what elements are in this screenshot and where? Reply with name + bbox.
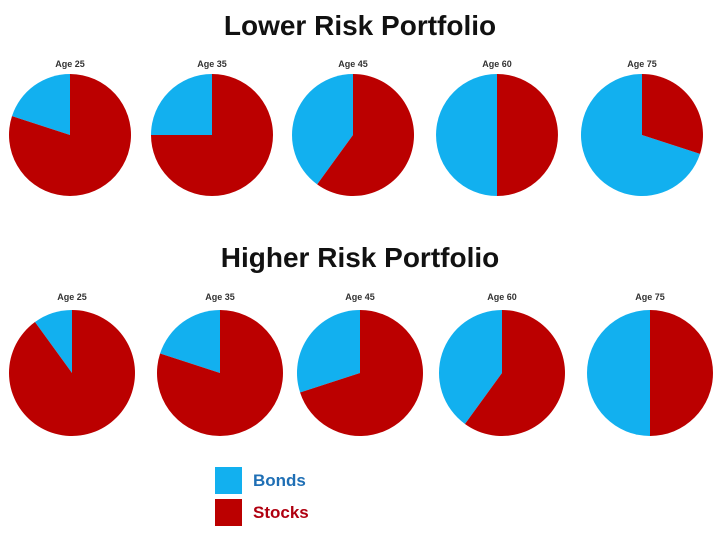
higher-risk-pie-1 bbox=[8, 310, 135, 436]
higher-risk-pie-4-stocks-slice bbox=[464, 310, 565, 436]
lower-risk-pie-1 bbox=[9, 73, 132, 196]
legend-label-stocks: Stocks bbox=[253, 503, 309, 522]
lower-risk-pie-5 bbox=[580, 74, 703, 197]
higher-risk-title: Higher Risk Portfolio bbox=[220, 242, 500, 273]
higher-risk-pie-2-label: Age 35 bbox=[205, 292, 235, 302]
higher-risk-pie-5-label: Age 75 bbox=[635, 292, 665, 302]
lower-risk-pie-1-stocks-slice bbox=[9, 73, 132, 196]
lower-risk-pie-4-stocks-slice bbox=[497, 74, 558, 196]
lower-risk-pie-3-label: Age 45 bbox=[338, 59, 368, 69]
higher-risk-pie-4-bonds-slice bbox=[438, 310, 502, 424]
higher-risk-pie-5-stocks-slice bbox=[650, 310, 713, 436]
lower-risk-pie-2-label: Age 35 bbox=[197, 59, 227, 69]
higher-risk-pie-1-bonds-slice bbox=[34, 310, 72, 373]
higher-risk-pie-2-bonds-slice bbox=[160, 309, 220, 373]
legend-swatch-bonds bbox=[215, 467, 242, 494]
higher-risk-pie-5-bonds-slice bbox=[587, 310, 650, 436]
higher-risk-pie-2 bbox=[156, 309, 283, 436]
lower-risk-pie-3-stocks-slice bbox=[317, 74, 415, 197]
lower-risk-pie-5-label: Age 75 bbox=[627, 59, 657, 69]
lower-risk-pie-3-bonds-slice bbox=[292, 74, 353, 185]
lower-risk-pie-1-label: Age 25 bbox=[55, 59, 85, 69]
lower-risk-pie-4-label: Age 60 bbox=[482, 59, 512, 69]
higher-risk-pie-4 bbox=[438, 310, 565, 436]
legend-label-bonds: Bonds bbox=[253, 471, 306, 490]
lower-risk-pie-5-bonds-slice bbox=[580, 74, 701, 197]
higher-risk-pie-3-stocks-slice bbox=[300, 310, 423, 437]
legend-swatch-stocks bbox=[215, 499, 242, 526]
lower-risk-pie-4 bbox=[436, 74, 558, 196]
higher-risk-pie-5 bbox=[587, 310, 713, 436]
higher-risk-pie-3 bbox=[296, 310, 423, 437]
higher-risk-pie-2-stocks-slice bbox=[156, 310, 283, 436]
lower-risk-pie-1-bonds-slice bbox=[11, 74, 71, 135]
lower-risk-pie-2-bonds-slice bbox=[151, 74, 212, 135]
higher-risk-pie-3-label: Age 45 bbox=[345, 292, 375, 302]
lower-risk-pie-5-stocks-slice bbox=[642, 74, 703, 154]
lower-risk-pie-3 bbox=[292, 74, 415, 197]
higher-risk-pie-1-stocks-slice bbox=[8, 310, 135, 436]
higher-risk-pie-4-label: Age 60 bbox=[487, 292, 517, 302]
lower-risk-pie-2 bbox=[151, 74, 273, 196]
lower-risk-title: Lower Risk Portfolio bbox=[223, 10, 497, 41]
lower-risk-pie-2-stocks-slice bbox=[151, 74, 273, 196]
higher-risk-pie-3-bonds-slice bbox=[296, 310, 360, 393]
lower-risk-pie-4-bonds-slice bbox=[436, 74, 497, 196]
higher-risk-pie-1-label: Age 25 bbox=[57, 292, 87, 302]
